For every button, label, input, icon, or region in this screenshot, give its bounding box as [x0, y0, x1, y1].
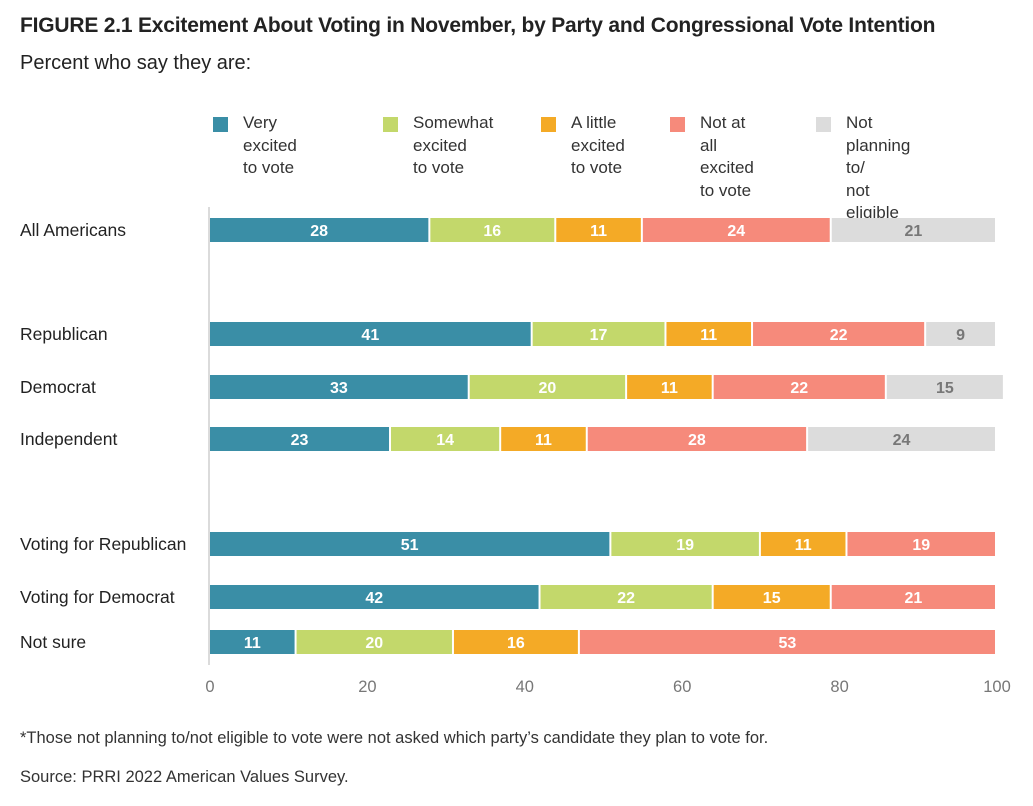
data-label: 11	[535, 432, 552, 449]
bar-segment	[808, 427, 995, 451]
data-label: 23	[291, 432, 309, 449]
data-label: 33	[330, 380, 348, 397]
bar-segment	[210, 532, 610, 556]
category-label: Democrat	[20, 377, 96, 397]
data-label: 19	[676, 537, 694, 554]
data-label: 11	[700, 327, 717, 344]
bar-segment	[642, 218, 830, 242]
data-label: 14	[436, 432, 454, 449]
data-label: 11	[795, 537, 812, 554]
data-label: 11	[590, 223, 607, 240]
data-label: 21	[904, 590, 922, 607]
bar-segment	[532, 322, 665, 346]
chart-source: Source: PRRI 2022 American Values Survey…	[20, 768, 349, 786]
category-label: All Americans	[20, 220, 126, 240]
data-label: 11	[244, 635, 261, 652]
bar-segment	[611, 532, 759, 556]
bar-segment	[753, 322, 925, 346]
data-label: 41	[361, 327, 379, 344]
chart-title: FIGURE 2.1 Excitement About Voting in No…	[20, 14, 936, 37]
x-tick-label: 0	[205, 678, 214, 696]
bar-segment	[210, 630, 295, 654]
legend-swatch	[670, 117, 685, 132]
data-label: 24	[893, 432, 911, 449]
data-label: 21	[904, 223, 922, 240]
bar-segment	[587, 427, 807, 451]
data-label: 9	[956, 327, 965, 344]
data-label: 53	[779, 635, 797, 652]
x-tick-label: 20	[358, 678, 376, 696]
data-label: 19	[912, 537, 930, 554]
bar-segment	[430, 218, 555, 242]
bar-segment	[210, 427, 390, 451]
x-tick-label: 100	[983, 678, 1011, 696]
data-label: 24	[727, 223, 745, 240]
data-label: 17	[590, 327, 608, 344]
legend-label: A little excited to vote	[571, 113, 625, 177]
legend-label: Somewhat excited to vote	[413, 113, 494, 177]
bar-segment	[760, 532, 846, 556]
chart-subtitle: Percent who say they are:	[20, 52, 252, 74]
bar-segment	[210, 322, 531, 346]
legend-swatch	[213, 117, 228, 132]
data-label: 28	[688, 432, 706, 449]
data-label: 20	[365, 635, 383, 652]
x-tick-label: 40	[516, 678, 534, 696]
bar-segment	[210, 585, 539, 609]
data-label: 51	[401, 537, 419, 554]
x-tick-label: 60	[673, 678, 691, 696]
data-label: 22	[617, 590, 635, 607]
data-label: 15	[763, 590, 781, 607]
bar-segment	[296, 630, 452, 654]
data-label: 28	[310, 223, 328, 240]
bar-segment	[210, 375, 468, 399]
bar-segment	[391, 427, 500, 451]
data-label: 22	[830, 327, 848, 344]
data-label: 22	[790, 380, 808, 397]
data-label: 11	[661, 380, 678, 397]
legend-label: Not at all excited to vote	[700, 113, 754, 200]
bar-segment	[713, 585, 830, 609]
category-label: Independent	[20, 429, 117, 449]
x-tick-label: 80	[830, 678, 848, 696]
bar-segment	[501, 427, 586, 451]
bar-segment	[886, 375, 1003, 399]
legend-label: Very excited to vote	[243, 113, 297, 177]
category-label: Voting for Democrat	[20, 587, 175, 607]
bar-segment	[713, 375, 885, 399]
category-label: Republican	[20, 324, 108, 344]
legend-swatch	[383, 117, 398, 132]
bar-segment	[453, 630, 578, 654]
data-label: 20	[539, 380, 557, 397]
legend-swatch	[541, 117, 556, 132]
data-label: 16	[507, 635, 525, 652]
bar-segment	[540, 585, 712, 609]
bar-segment	[847, 532, 995, 556]
category-label: Voting for Republican	[20, 534, 186, 554]
category-label: Not sure	[20, 632, 86, 652]
bar-segment	[469, 375, 626, 399]
bar-segment	[627, 375, 712, 399]
bar-segment	[831, 585, 995, 609]
data-label: 16	[483, 223, 501, 240]
chart-footnote: *Those not planning to/not eligible to v…	[20, 729, 769, 747]
bar-segment	[210, 218, 429, 242]
legend-swatch	[816, 117, 831, 132]
bar-segment	[579, 630, 995, 654]
bar-segment	[666, 322, 752, 346]
data-label: 42	[365, 590, 383, 607]
data-label: 15	[936, 380, 954, 397]
bar-segment	[556, 218, 641, 242]
bar-segment	[831, 218, 995, 242]
bar-segment	[926, 322, 995, 346]
